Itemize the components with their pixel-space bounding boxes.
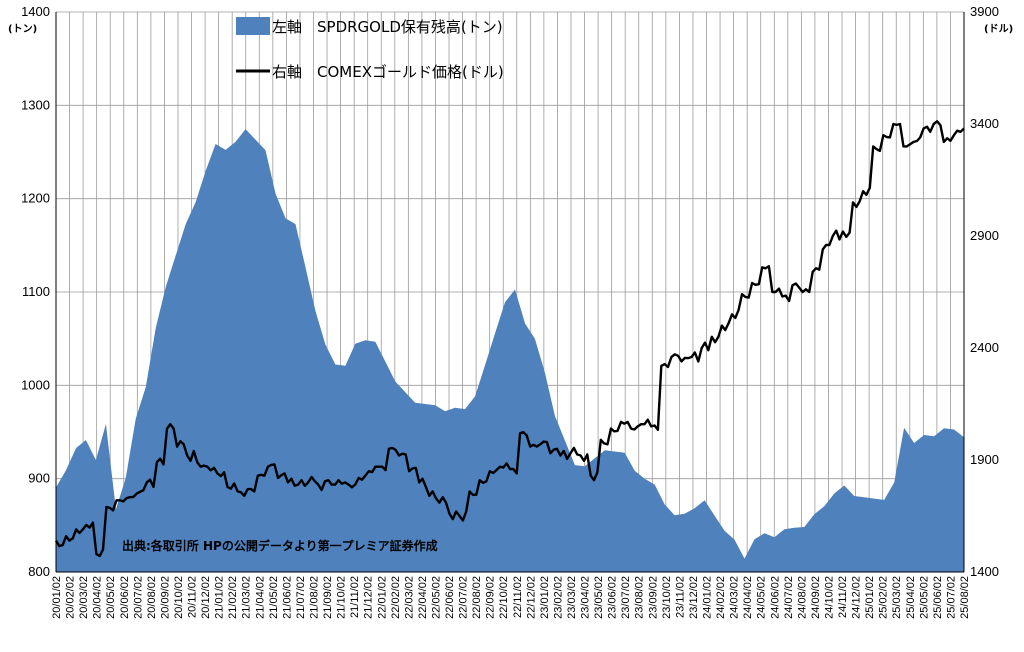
- x-tick-label: 23/05/02: [593, 576, 605, 619]
- left-axis-unit: (トン): [8, 23, 37, 35]
- x-tick-label: 23/01/02: [539, 576, 551, 619]
- x-tick-label: 24/12/02: [851, 576, 863, 619]
- x-tick-label: 22/04/02: [417, 576, 429, 619]
- x-tick-label: 22/10/02: [498, 576, 510, 619]
- right-axis-unit: (ドル): [984, 23, 1013, 35]
- x-tick-label: 23/03/02: [566, 576, 578, 619]
- x-tick-label: 24/07/02: [783, 576, 795, 619]
- x-tick-label: 24/09/02: [810, 576, 822, 619]
- x-tick-label: 24/03/02: [729, 576, 741, 619]
- x-tick-label: 20/06/02: [119, 576, 131, 619]
- x-tick-label: 21/05/02: [268, 576, 280, 619]
- x-tick-label: 23/07/02: [620, 576, 632, 619]
- x-tick-label: 21/02/02: [227, 576, 239, 619]
- x-tick-label: 20/03/02: [78, 576, 90, 619]
- legend-swatch-holdings: [236, 17, 270, 35]
- right-tick-label: 2900: [970, 228, 999, 243]
- x-tick-label: 20/01/02: [51, 576, 63, 619]
- x-tick-label: 21/10/02: [336, 576, 348, 619]
- right-axis-ticks: 1400 1900 2400 2900 3400 3900: [970, 4, 999, 579]
- x-tick-label: 25/06/02: [932, 576, 944, 619]
- left-axis-ticks: 800 900 1000 1100 1200 1300 1400: [21, 4, 50, 579]
- x-tick-label: 22/05/02: [430, 576, 442, 619]
- x-tick-label: 21/09/02: [322, 576, 334, 619]
- left-tick-label: 900: [28, 471, 50, 486]
- left-tick-label: 1300: [21, 97, 50, 112]
- x-tick-label: 22/12/02: [525, 576, 537, 619]
- x-tick-label: 23/12/02: [688, 576, 700, 619]
- x-tick-label: 22/09/02: [485, 576, 497, 619]
- x-tick-label: 22/03/02: [403, 576, 415, 619]
- x-tick-label: 20/07/02: [132, 576, 144, 619]
- legend-label-price: 右軸 COMEXゴールド価格(ドル): [272, 63, 504, 81]
- x-tick-label: 20/08/02: [146, 576, 158, 619]
- x-tick-label: 20/12/02: [200, 576, 212, 619]
- left-tick-label: 1000: [21, 377, 50, 392]
- right-tick-label: 1400: [970, 564, 999, 579]
- legend-label-holdings: 左軸 SPDRGOLD保有残高(トン): [272, 18, 503, 36]
- x-tick-label: 23/08/02: [634, 576, 646, 619]
- x-tick-label: 23/06/02: [607, 576, 619, 619]
- holdings-area: [56, 129, 964, 572]
- x-tick-label: 24/10/02: [823, 576, 835, 619]
- right-tick-label: 3400: [970, 116, 999, 131]
- x-tick-label: 20/05/02: [105, 576, 117, 619]
- x-tick-label: 24/04/02: [742, 576, 754, 619]
- gold-price-line: [54, 120, 965, 558]
- x-tick-label: 25/01/02: [864, 576, 876, 619]
- x-tick-label: 25/07/02: [945, 576, 957, 619]
- x-tick-label: 22/07/02: [458, 576, 470, 619]
- x-tick-label: 21/03/02: [241, 576, 253, 619]
- x-tick-label: 21/11/02: [349, 576, 361, 618]
- x-tick-label: 21/04/02: [254, 576, 266, 619]
- x-tick-label: 23/11/02: [674, 576, 686, 618]
- x-tick-label: 20/10/02: [173, 576, 185, 619]
- x-tick-label: 22/11/02: [512, 576, 524, 618]
- x-tick-label: 25/08/02: [959, 576, 971, 619]
- left-tick-label: 1400: [21, 4, 50, 19]
- x-axis-ticks: 20/01/02 20/02/02 20/03/02 20/04/02 20/05/02…: [51, 576, 971, 619]
- x-tick-label: 21/07/02: [295, 576, 307, 619]
- left-tick-label: 1200: [21, 191, 50, 206]
- x-tick-label: 23/10/02: [661, 576, 673, 619]
- x-tick-label: 24/08/02: [796, 576, 808, 619]
- x-tick-label: 22/01/02: [376, 576, 388, 619]
- x-tick-label: 21/08/02: [308, 576, 320, 619]
- x-tick-label: 25/03/02: [891, 576, 903, 619]
- x-tick-label: 22/06/02: [444, 576, 456, 619]
- x-tick-label: 20/11/02: [187, 576, 199, 618]
- x-tick-label: 23/04/02: [580, 576, 592, 619]
- x-tick-label: 21/06/02: [281, 576, 293, 619]
- x-tick-label: 24/01/02: [702, 576, 714, 619]
- legend: 左軸 SPDRGOLD保有残高(トン) 右軸 COMEXゴールド価格(ドル): [236, 17, 504, 81]
- left-tick-label: 800: [28, 564, 50, 579]
- x-tick-label: 20/09/02: [159, 576, 171, 619]
- x-tick-label: 25/05/02: [918, 576, 930, 619]
- x-tick-label: 24/06/02: [769, 576, 781, 619]
- x-tick-label: 21/12/02: [363, 576, 375, 619]
- x-tick-label: 25/02/02: [878, 576, 890, 619]
- x-tick-label: 24/05/02: [756, 576, 768, 619]
- x-tick-label: 20/04/02: [92, 576, 104, 619]
- x-tick-label: 21/01/02: [214, 576, 226, 619]
- right-tick-label: 1900: [970, 452, 999, 467]
- x-tick-label: 22/02/02: [390, 576, 402, 619]
- x-tick-label: 23/09/02: [647, 576, 659, 619]
- x-tick-label: 24/02/02: [715, 576, 727, 619]
- right-tick-label: 3900: [970, 4, 999, 19]
- x-tick-label: 23/02/02: [552, 576, 564, 619]
- x-tick-label: 20/02/02: [65, 576, 77, 619]
- source-note: 出典:各取引所 HPの公開データより第一プレミア証券作成: [122, 538, 438, 553]
- x-tick-label: 22/08/02: [471, 576, 483, 619]
- x-tick-label: 24/11/02: [837, 576, 849, 618]
- left-tick-label: 1100: [22, 284, 50, 299]
- right-tick-label: 2400: [970, 340, 999, 355]
- x-tick-label: 25/04/02: [905, 576, 917, 619]
